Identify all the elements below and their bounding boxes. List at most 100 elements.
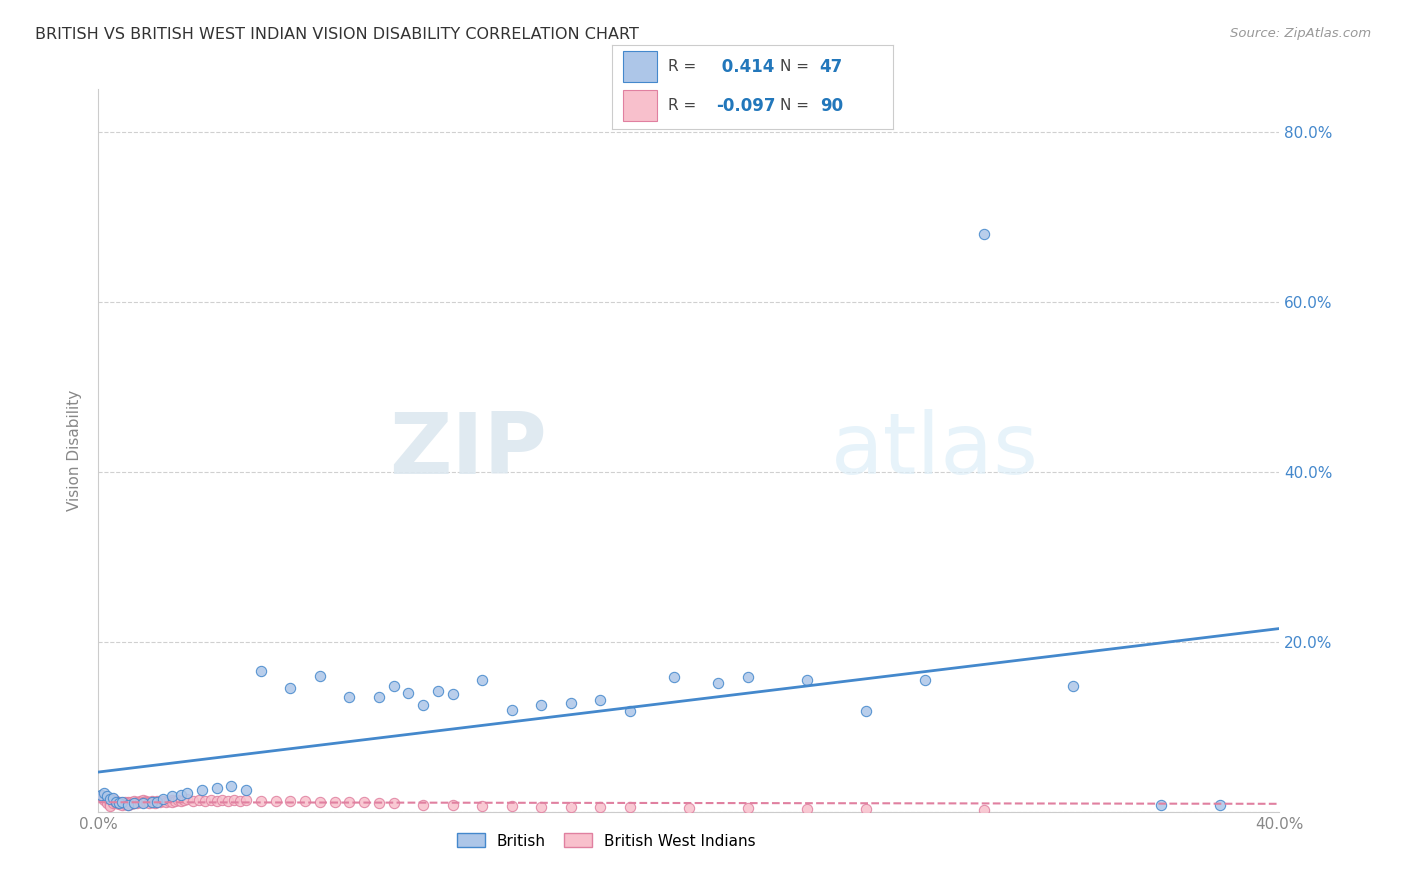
Point: [412, 797, 434, 812]
Point: [132, 795, 155, 809]
Point: [120, 797, 142, 811]
Point: [737, 670, 759, 684]
Point: [294, 794, 316, 808]
Point: [530, 698, 553, 713]
Point: [309, 795, 332, 809]
Point: [152, 792, 174, 806]
Text: 47: 47: [820, 58, 844, 76]
Bar: [623, 90, 657, 120]
Point: [589, 800, 612, 814]
Point: [914, 673, 936, 687]
Point: [194, 794, 217, 808]
Point: [1209, 797, 1232, 812]
Point: [368, 796, 391, 810]
Point: [103, 792, 125, 806]
Point: [167, 793, 190, 807]
Point: [162, 793, 183, 807]
Point: [323, 795, 346, 809]
Text: N =: N =: [780, 59, 814, 74]
Point: [146, 795, 169, 809]
Point: [98, 796, 121, 810]
Point: [427, 684, 450, 698]
Point: [280, 681, 302, 696]
Text: Source: ZipAtlas.com: Source: ZipAtlas.com: [1230, 27, 1371, 40]
Point: [221, 779, 243, 793]
Point: [143, 796, 166, 810]
Point: [96, 789, 118, 804]
Text: atlas: atlas: [831, 409, 1039, 492]
Point: [103, 796, 125, 810]
Point: [382, 679, 405, 693]
Point: [173, 793, 195, 807]
Point: [560, 799, 582, 814]
Point: [412, 698, 434, 713]
Point: [176, 792, 198, 806]
Point: [339, 690, 361, 704]
Point: [90, 789, 112, 804]
Point: [122, 796, 145, 810]
Point: [181, 794, 204, 808]
Point: [98, 798, 121, 813]
Point: [1062, 679, 1084, 693]
Point: [191, 783, 214, 797]
Point: [96, 794, 118, 808]
Point: [368, 690, 391, 704]
Point: [93, 793, 115, 807]
Point: [120, 796, 142, 810]
Text: R =: R =: [668, 98, 702, 113]
Point: [98, 797, 121, 811]
Point: [105, 795, 128, 809]
Point: [205, 794, 228, 808]
Point: [187, 793, 209, 807]
Point: [122, 796, 145, 810]
Point: [157, 794, 180, 808]
Point: [122, 794, 145, 808]
Point: [211, 793, 233, 807]
Bar: [623, 52, 657, 82]
Point: [619, 800, 641, 814]
Point: [973, 227, 995, 241]
Point: [103, 791, 125, 805]
Point: [855, 802, 877, 816]
Point: [353, 796, 375, 810]
Point: [141, 795, 163, 809]
Point: [98, 792, 121, 806]
Point: [471, 673, 494, 687]
Point: [146, 796, 169, 810]
Point: [132, 793, 155, 807]
Text: 0.414: 0.414: [716, 58, 775, 76]
Point: [111, 797, 134, 812]
Point: [1150, 797, 1173, 812]
Point: [205, 780, 228, 795]
Point: [441, 687, 464, 701]
Legend: British, British West Indians: British, British West Indians: [451, 828, 762, 855]
Point: [530, 799, 553, 814]
Point: [108, 796, 131, 810]
Point: [664, 670, 686, 684]
Point: [973, 803, 995, 817]
Point: [103, 796, 125, 810]
Point: [560, 696, 582, 710]
Point: [796, 802, 818, 816]
Point: [589, 692, 612, 706]
Point: [707, 675, 730, 690]
Point: [108, 796, 131, 810]
Point: [162, 795, 183, 809]
Point: [117, 796, 139, 810]
Point: [117, 797, 139, 812]
Point: [224, 793, 246, 807]
Point: [135, 794, 157, 808]
Point: [250, 794, 273, 808]
Point: [103, 794, 125, 808]
Point: [441, 797, 464, 812]
Point: [737, 801, 759, 815]
Point: [855, 705, 877, 719]
Point: [619, 705, 641, 719]
Point: [141, 796, 163, 810]
Point: [90, 788, 112, 802]
Point: [339, 796, 361, 810]
Text: ZIP: ZIP: [389, 409, 547, 492]
Text: R =: R =: [668, 59, 702, 74]
Text: -0.097: -0.097: [716, 96, 775, 114]
Text: BRITISH VS BRITISH WEST INDIAN VISION DISABILITY CORRELATION CHART: BRITISH VS BRITISH WEST INDIAN VISION DI…: [35, 27, 638, 42]
